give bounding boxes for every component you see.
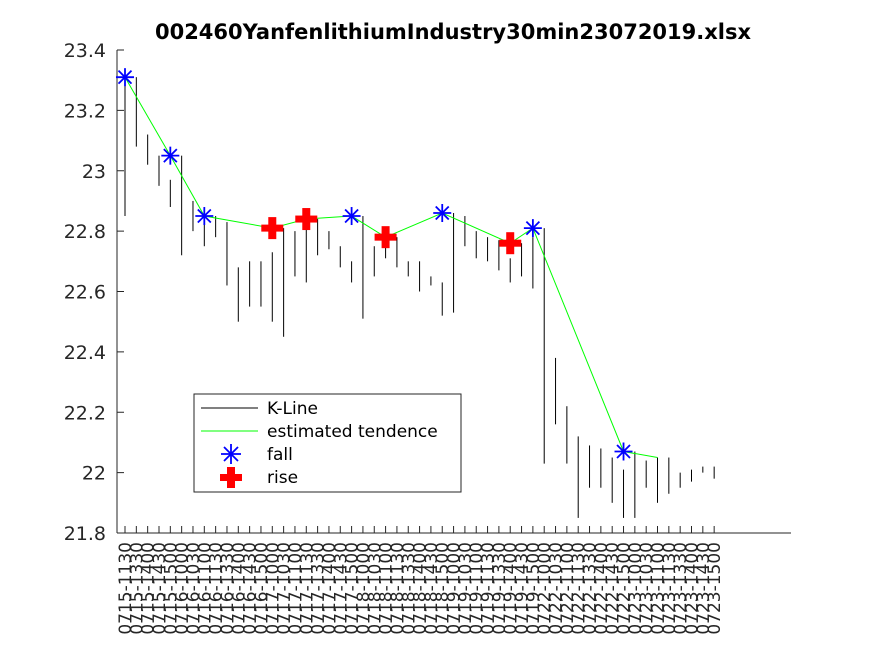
x-tick-label: 0715-1430 xyxy=(150,542,170,635)
x-tick-label: 0716-1030 xyxy=(184,542,204,635)
x-tick-label: 0716-1330 xyxy=(218,542,238,635)
rise-marker xyxy=(295,208,318,231)
y-tick-label: 21.8 xyxy=(64,523,106,545)
chart-title: 002460YanfenlithiumIndustry30min23072019… xyxy=(155,20,752,44)
x-tick-label: 0717-1030 xyxy=(275,542,295,635)
x-tick-label: 0722-1330 xyxy=(581,542,601,635)
legend-fall-label: fall xyxy=(267,445,293,465)
x-tick-label: 0723-1000 xyxy=(626,542,646,635)
rise-marker xyxy=(261,217,284,240)
x-tick-label: 0719-1330 xyxy=(490,542,510,635)
x-tick-label: 0719-1100 xyxy=(467,542,487,635)
y-tick-label: 22.8 xyxy=(64,221,106,243)
fall-marker xyxy=(116,68,134,87)
x-tick-label: 0716-1430 xyxy=(241,542,261,635)
x-tick-label: 0716-1000 xyxy=(173,542,193,635)
y-tick-label: 22.2 xyxy=(64,402,106,424)
x-tick-label: 0719-1130 xyxy=(479,542,499,635)
x-tick-label: 0723-1400 xyxy=(683,542,703,635)
x-tick-label: 0717-1000 xyxy=(263,542,283,635)
x-tick-label: 0717-1500 xyxy=(343,542,363,635)
fall-marker xyxy=(195,207,214,226)
x-tick-label: 0717-1130 xyxy=(297,542,317,635)
fall-marker xyxy=(433,204,452,223)
x-tick-label: 0719-1030 xyxy=(456,542,476,635)
x-tick-label: 0718-1000 xyxy=(354,542,374,635)
rise-marker xyxy=(374,226,397,249)
x-tick-label: 0723-1100 xyxy=(649,542,669,635)
y-tick-label: 23.2 xyxy=(64,100,106,122)
x-tick-label: 0722-1130 xyxy=(569,542,589,635)
x-tick-label: 0723-1030 xyxy=(637,542,657,635)
rise-marker xyxy=(499,232,522,255)
x-tick-label: 0719-1430 xyxy=(513,542,533,635)
x-tick-label: 0722-1100 xyxy=(558,542,578,635)
legend-rise-label: rise xyxy=(267,468,298,488)
y-tick-label: 22.4 xyxy=(64,342,106,364)
x-tick-label: 0716-1500 xyxy=(252,542,272,635)
y-tick-label: 22.6 xyxy=(64,282,106,304)
tendence-line xyxy=(124,76,658,459)
x-tick-label: 0715-1330 xyxy=(127,542,147,635)
x-tick-label: 0723-1330 xyxy=(671,542,691,635)
x-tick-label: 0718-1100 xyxy=(377,542,397,635)
x-tick-label: 0722-1400 xyxy=(592,542,612,635)
y-tick-label: 23.4 xyxy=(64,40,106,62)
x-tick-label: 0717-1400 xyxy=(320,542,340,635)
x-tick-label: 0716-1130 xyxy=(207,542,227,635)
x-tick-label: 0719-1400 xyxy=(501,542,521,635)
legend-fall-swatch xyxy=(221,444,241,464)
x-tick-label: 0717-1330 xyxy=(309,542,329,635)
x-tick-label: 0718-1130 xyxy=(388,542,408,635)
x-tick-label: 0718-1330 xyxy=(399,542,419,635)
x-tick-label: 0718-1430 xyxy=(422,542,442,635)
fall-marker xyxy=(342,207,361,226)
x-tick-label: 0722-1500 xyxy=(615,542,635,635)
legend-kline-label: K-Line xyxy=(267,399,318,419)
x-tick-label: 0718-1500 xyxy=(433,542,453,635)
fall-marker xyxy=(523,219,542,238)
legend-rise-swatch xyxy=(220,467,242,488)
x-tick-label: 0716-1100 xyxy=(195,542,215,635)
x-tick-label: 0718-1030 xyxy=(365,542,385,635)
fall-marker xyxy=(614,442,633,461)
x-tick-label: 0715-1500 xyxy=(161,542,181,635)
legend: K-Line estimated tendence fall rise xyxy=(193,393,462,493)
x-tick-label: 0723-1130 xyxy=(660,542,680,635)
x-tick-label: 0715-1400 xyxy=(139,542,159,635)
x-tick-label: 0723-1500 xyxy=(705,542,725,635)
fall-marker xyxy=(161,146,180,165)
legend-tendence-label: estimated tendence xyxy=(267,422,438,442)
y-tick-label: 23 xyxy=(82,161,106,183)
plot-area: 21.8 22 22.2 22.4 22.6 22.8 23 23.2 23.4 0715-113… xyxy=(64,40,791,635)
x-tick-label: 0719-1000 xyxy=(445,542,465,635)
x-tick-label: 0723-1430 xyxy=(694,542,714,635)
x-tick-label: 0715-1130 xyxy=(116,542,136,635)
x-tick-label: 0722-1430 xyxy=(603,542,623,635)
y-tick-label: 22 xyxy=(82,463,106,485)
x-tick-label: 0717-1430 xyxy=(331,542,351,635)
x-tick-label: 0717-1100 xyxy=(286,542,306,635)
x-tick-label: 0722-1030 xyxy=(547,542,567,635)
x-tick-label: 0722-1000 xyxy=(535,542,555,635)
x-tick-label: 0716-1400 xyxy=(229,542,249,635)
x-tick-label: 0718-1400 xyxy=(411,542,431,635)
x-tick-label: 0719-1500 xyxy=(524,542,544,635)
